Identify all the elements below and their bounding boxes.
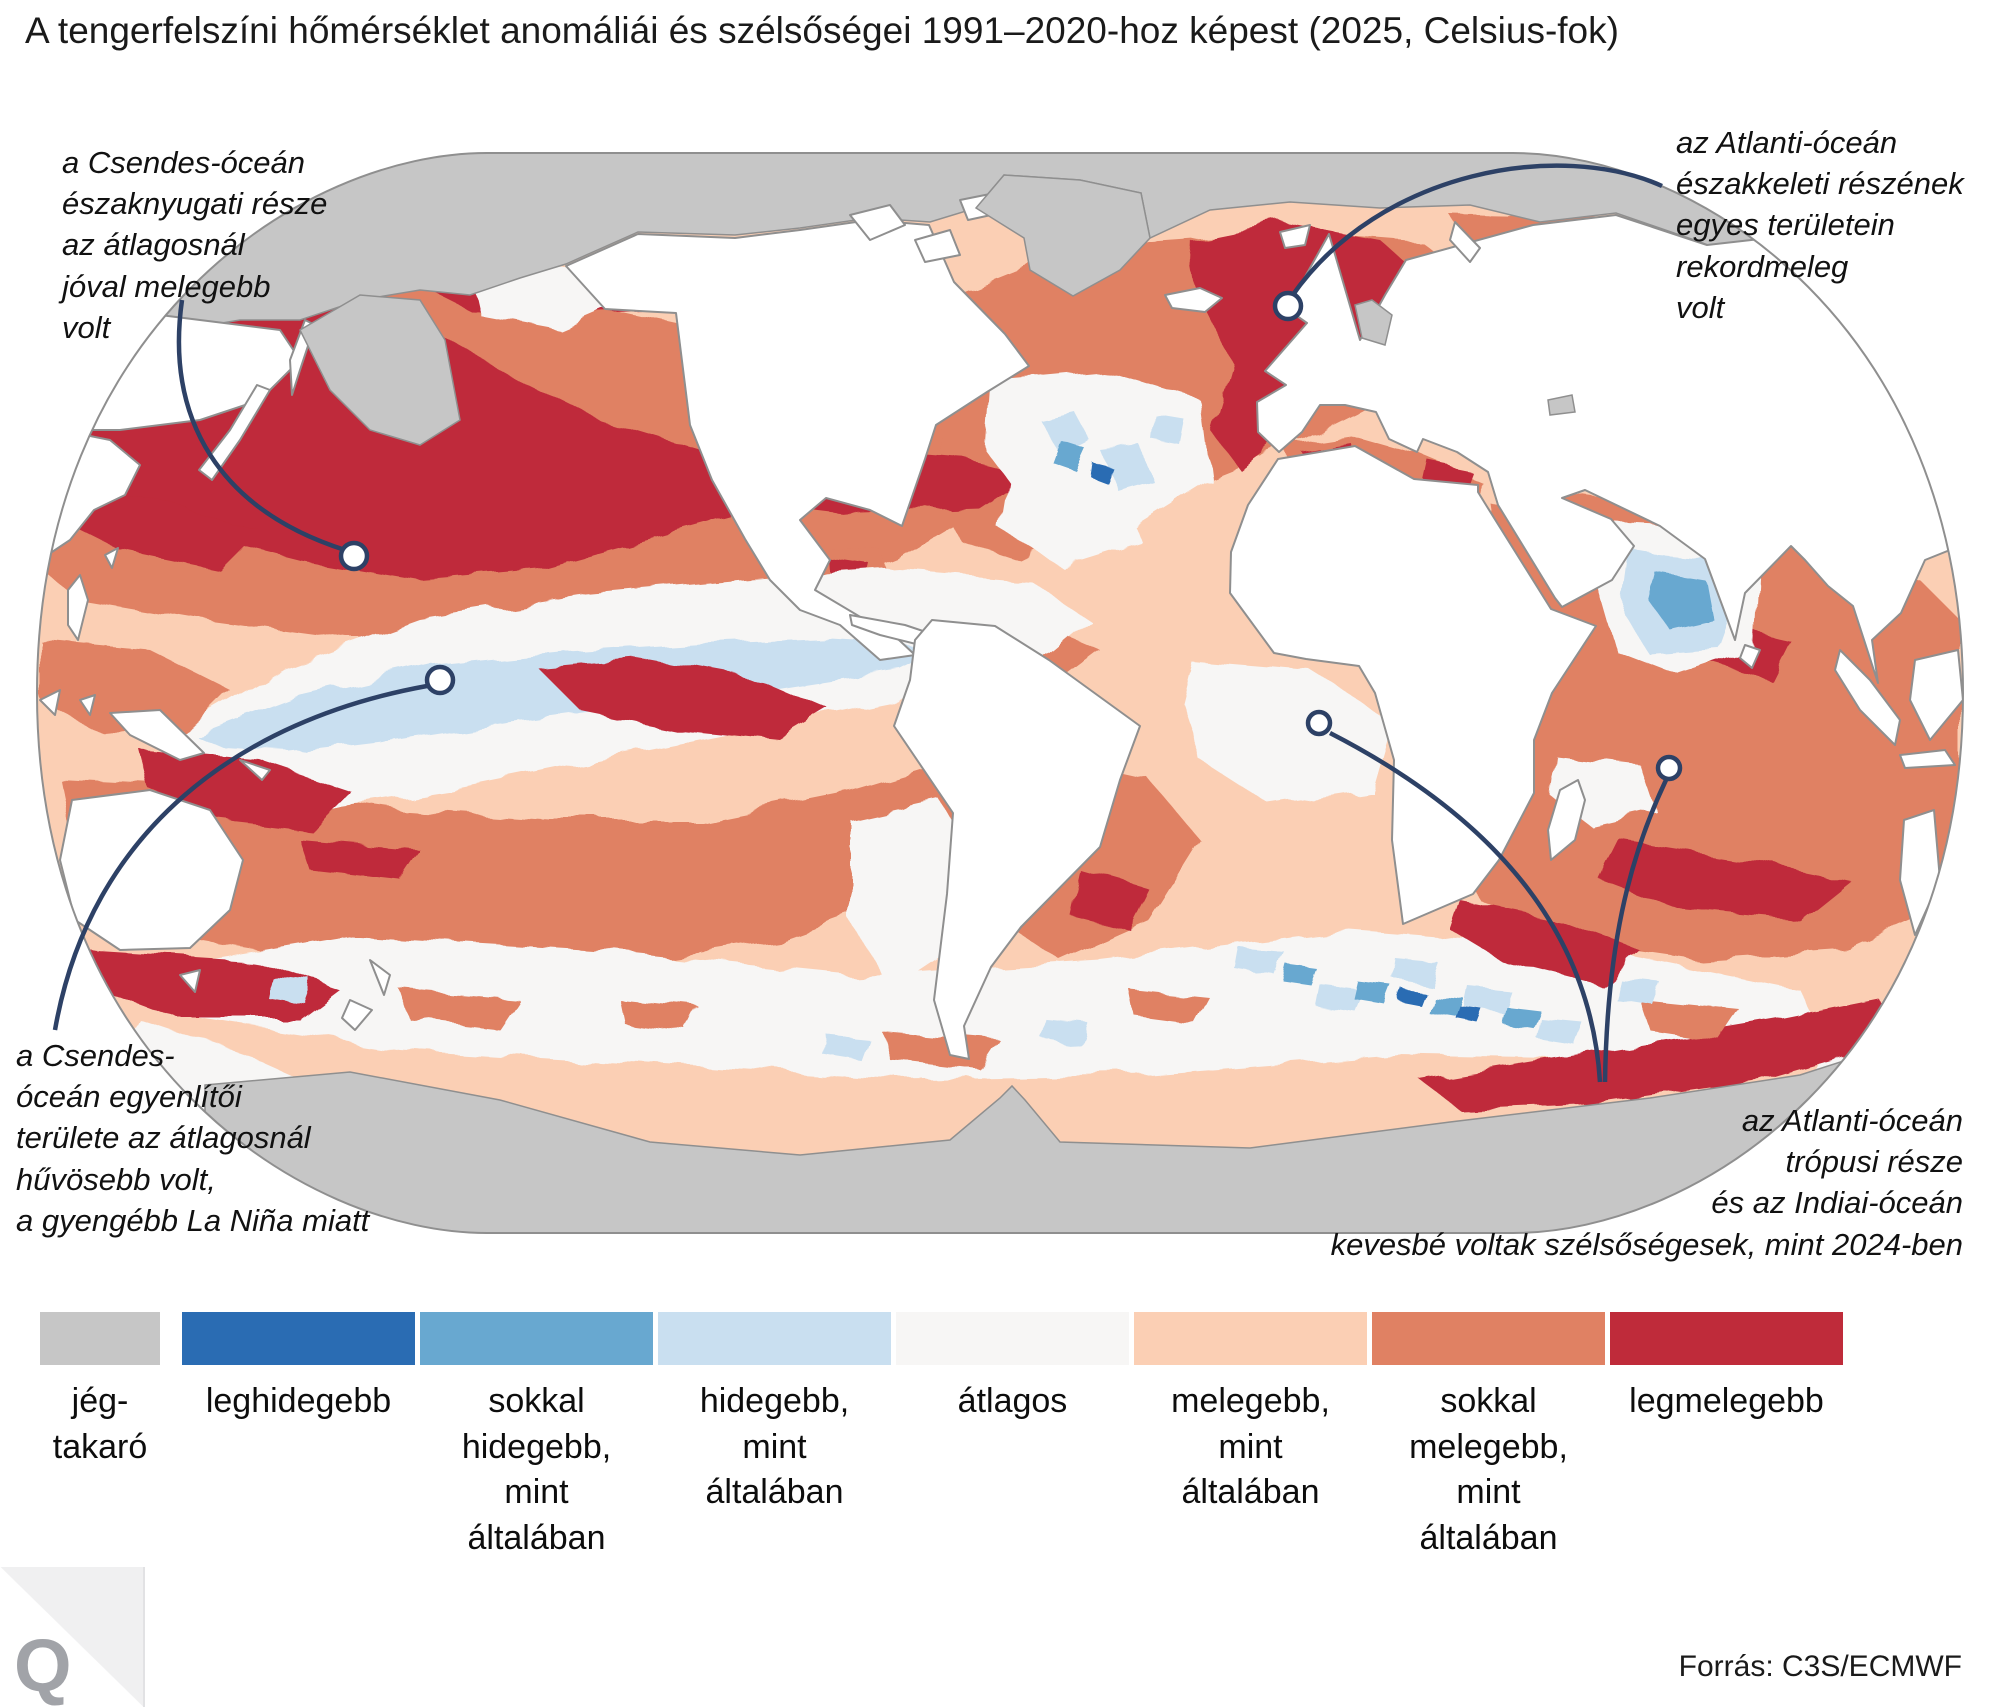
ice-layer: [37, 153, 1901, 352]
legend-label-coldest: leghidegebb: [205, 1382, 392, 1420]
legend-swatch-warmer: [1134, 1312, 1367, 1365]
callout-line-eq-pacific: [52, 683, 428, 1031]
annotation-eq-pacific: a Csendes- óceán egyenlítői területe az …: [16, 1038, 370, 1238]
marker-south-atlantic: [1305, 709, 1333, 737]
ice-greenland: [974, 174, 1151, 297]
legend-swatch-warmest: [1610, 1312, 1843, 1365]
legend-item-warmest: legmelegebb: [1610, 1312, 1843, 1425]
land-borneo: [1909, 649, 1963, 741]
legend-label-warmer: melegebb, mint általában: [1171, 1382, 1330, 1512]
land-sumatra: [1834, 649, 1901, 746]
legend-swatch-colder: [658, 1312, 891, 1365]
land-africa: [1229, 445, 1597, 925]
legend-item-warmer: melegebb, mint általában: [1134, 1312, 1367, 1516]
callout-line-indian: [1602, 779, 1669, 1083]
legend-swatch-ice: [40, 1312, 160, 1365]
legend-swatch-much-colder: [420, 1312, 653, 1365]
land-arctic-island-1: [849, 204, 906, 241]
legend-item-ice: jég- takaró: [40, 1312, 160, 1470]
qubit-logo-letter: Q: [14, 1624, 72, 1707]
legend-swatch-average: [896, 1312, 1129, 1365]
ice-overlays: [204, 174, 1941, 1233]
legend-swatch-coldest: [182, 1312, 415, 1365]
land-new-zealand-north: [369, 959, 391, 996]
legend-label-average: átlagos: [957, 1382, 1068, 1420]
callout-line-atlantic: [1328, 730, 1603, 1083]
callout-line-ne-atlantic: [1290, 163, 1663, 298]
land-north-america: [565, 219, 1030, 661]
land-sulawesi: [39, 689, 61, 716]
land-tasmania: [179, 969, 201, 993]
land-svalbard: [1279, 224, 1311, 249]
land-new-zealand-south: [341, 999, 373, 1031]
land-moluccas: [79, 694, 96, 716]
legend-label-much-colder: sokkal hidegebb, mint általában: [461, 1382, 612, 1557]
annotation-ne-atlantic: az Atlanti-óceán északkeleti részének eg…: [1676, 125, 1964, 325]
legend-item-coldest: leghidegebb: [182, 1312, 415, 1425]
land-novaya-zemlya: [1449, 221, 1481, 263]
land-japan: [198, 384, 271, 481]
marker-ne-atlantic: [1272, 290, 1304, 322]
legend-label-much-warmer: sokkal melegebb, mint általában: [1409, 1382, 1568, 1557]
map-outline: [35, 152, 1965, 1234]
legend-item-much-warmer: sokkal melegebb, mint általában: [1372, 1312, 1605, 1561]
legend-label-warmest: legmelegebb: [1629, 1382, 1824, 1420]
land-sri-lanka: [1739, 644, 1761, 669]
ice-caspian-north: [1547, 394, 1576, 416]
marker-eq-pacific: [424, 664, 456, 696]
land-arctic-island-2: [914, 229, 961, 263]
land-iceland: [1164, 287, 1223, 313]
marker-indian-ocean: [1655, 754, 1683, 782]
annotation-nw-pacific: a Csendes-óceán északnyugati része az át…: [62, 145, 328, 345]
annotation-atlantic-indian: az Atlanti-óceán trópusi része és az Ind…: [1330, 1103, 1963, 1262]
qubit-logo: Q: [0, 1567, 145, 1707]
ice-baltic: [1354, 299, 1393, 346]
land-solomons: [239, 759, 271, 781]
marker-nw-pacific: [338, 540, 370, 572]
land-philippines: [67, 574, 89, 641]
callout-line-nw-pacific: [176, 299, 346, 553]
legend-label-ice: jég- takaró: [52, 1382, 148, 1466]
legend-item-average: átlagos: [896, 1312, 1129, 1425]
callouts: [52, 163, 1683, 1083]
source-credit: Forrás: C3S/ECMWF: [1678, 1650, 1962, 1683]
ice-okhotsk: [299, 294, 461, 446]
legend: jég- takaró leghidegebb sokkal hidegebb,…: [40, 1312, 1843, 1561]
legend-item-much-colder: sokkal hidegebb, mint általában: [420, 1312, 653, 1561]
land-taiwan: [104, 547, 119, 569]
land-madagascar: [1547, 779, 1586, 861]
legend-item-colder: hidegebb, mint általában: [658, 1312, 891, 1516]
legend-swatch-much-warmer: [1372, 1312, 1605, 1365]
land-south-america: [893, 619, 1141, 1060]
land-java: [1899, 749, 1956, 769]
land-new-guinea: [109, 709, 205, 761]
legend-label-colder: hidegebb, mint általában: [699, 1382, 850, 1512]
page-title: A tengerfelszíni hőmérséklet anomáliái é…: [25, 10, 1619, 51]
